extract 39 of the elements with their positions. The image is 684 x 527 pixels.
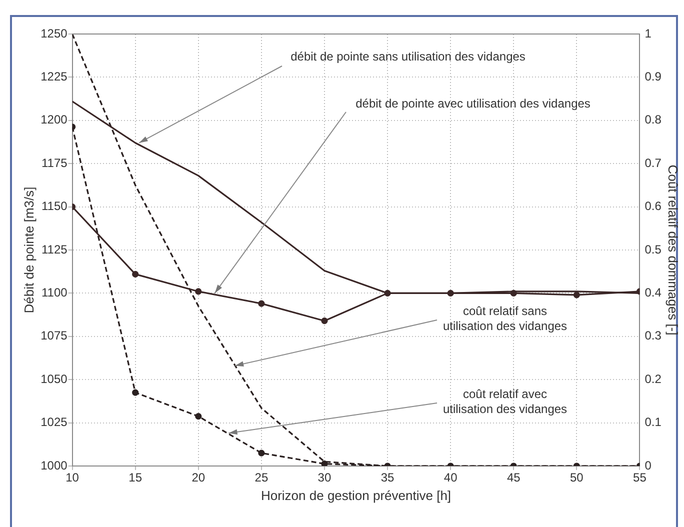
y-axis-title: Débit de pointe [m3/s] <box>21 186 36 314</box>
y-tick-label: 1100 <box>41 286 68 300</box>
y2-tick-label: 0.4 <box>644 286 662 300</box>
x-tick-label: 20 <box>192 470 206 485</box>
y-tick-label: 1200 <box>40 112 68 127</box>
y-tick-label: 1150 <box>41 199 68 214</box>
y-tick-label: 1025 <box>40 415 68 430</box>
y2-tick-label: 0.1 <box>644 415 662 430</box>
x-tick-label: 45 <box>506 470 521 485</box>
x-tick-label: 25 <box>254 470 268 485</box>
x-tick-label: 15 <box>128 470 142 485</box>
y-tick-label: 1000 <box>40 458 68 472</box>
annotation: coût relatif avec utilisation des vidanges <box>442 386 568 416</box>
y2-tick-label: 0.8 <box>644 112 662 127</box>
annotation: coût relatif sans utilisation des vidanges <box>442 304 568 333</box>
y-tick-label: 1050 <box>40 372 68 386</box>
annotation: débit de pointe sans utilisation des vidanges <box>290 49 526 64</box>
annotation: débit de pointe avec utilisation des vidanges <box>356 96 590 110</box>
x-axis-title: Horizon de gestion préventive [h] <box>260 488 452 503</box>
x-tick-label: 40 <box>444 470 458 485</box>
y-tick-label: 1225 <box>40 70 68 84</box>
y-tick-label: 1175 <box>41 156 68 170</box>
x-tick-label: 30 <box>318 470 332 485</box>
y-tick-label: 1075 <box>40 328 68 343</box>
y2-tick-label: 0.9 <box>644 70 662 84</box>
x-tick-label: 35 <box>380 470 395 485</box>
y2-axis-title: Coût relatif des dommages [-] <box>666 164 681 336</box>
y2-tick-label: 0.7 <box>644 156 662 170</box>
y2-tick-label: 0.6 <box>644 199 662 214</box>
x-tick-label: 50 <box>570 470 584 485</box>
x-tick-label: 55 <box>633 470 647 485</box>
x-tick-label: 10 <box>66 470 80 485</box>
y2-tick-label: 0.3 <box>644 328 662 343</box>
y-tick-label: 1125 <box>41 242 68 256</box>
y2-tick-label: 0.2 <box>644 372 662 386</box>
y2-tick-label: 0.5 <box>644 242 662 256</box>
y2-tick-label: 1 <box>644 26 652 40</box>
y2-tick-label: 0 <box>644 458 652 472</box>
y-tick-label: 1250 <box>40 26 68 40</box>
